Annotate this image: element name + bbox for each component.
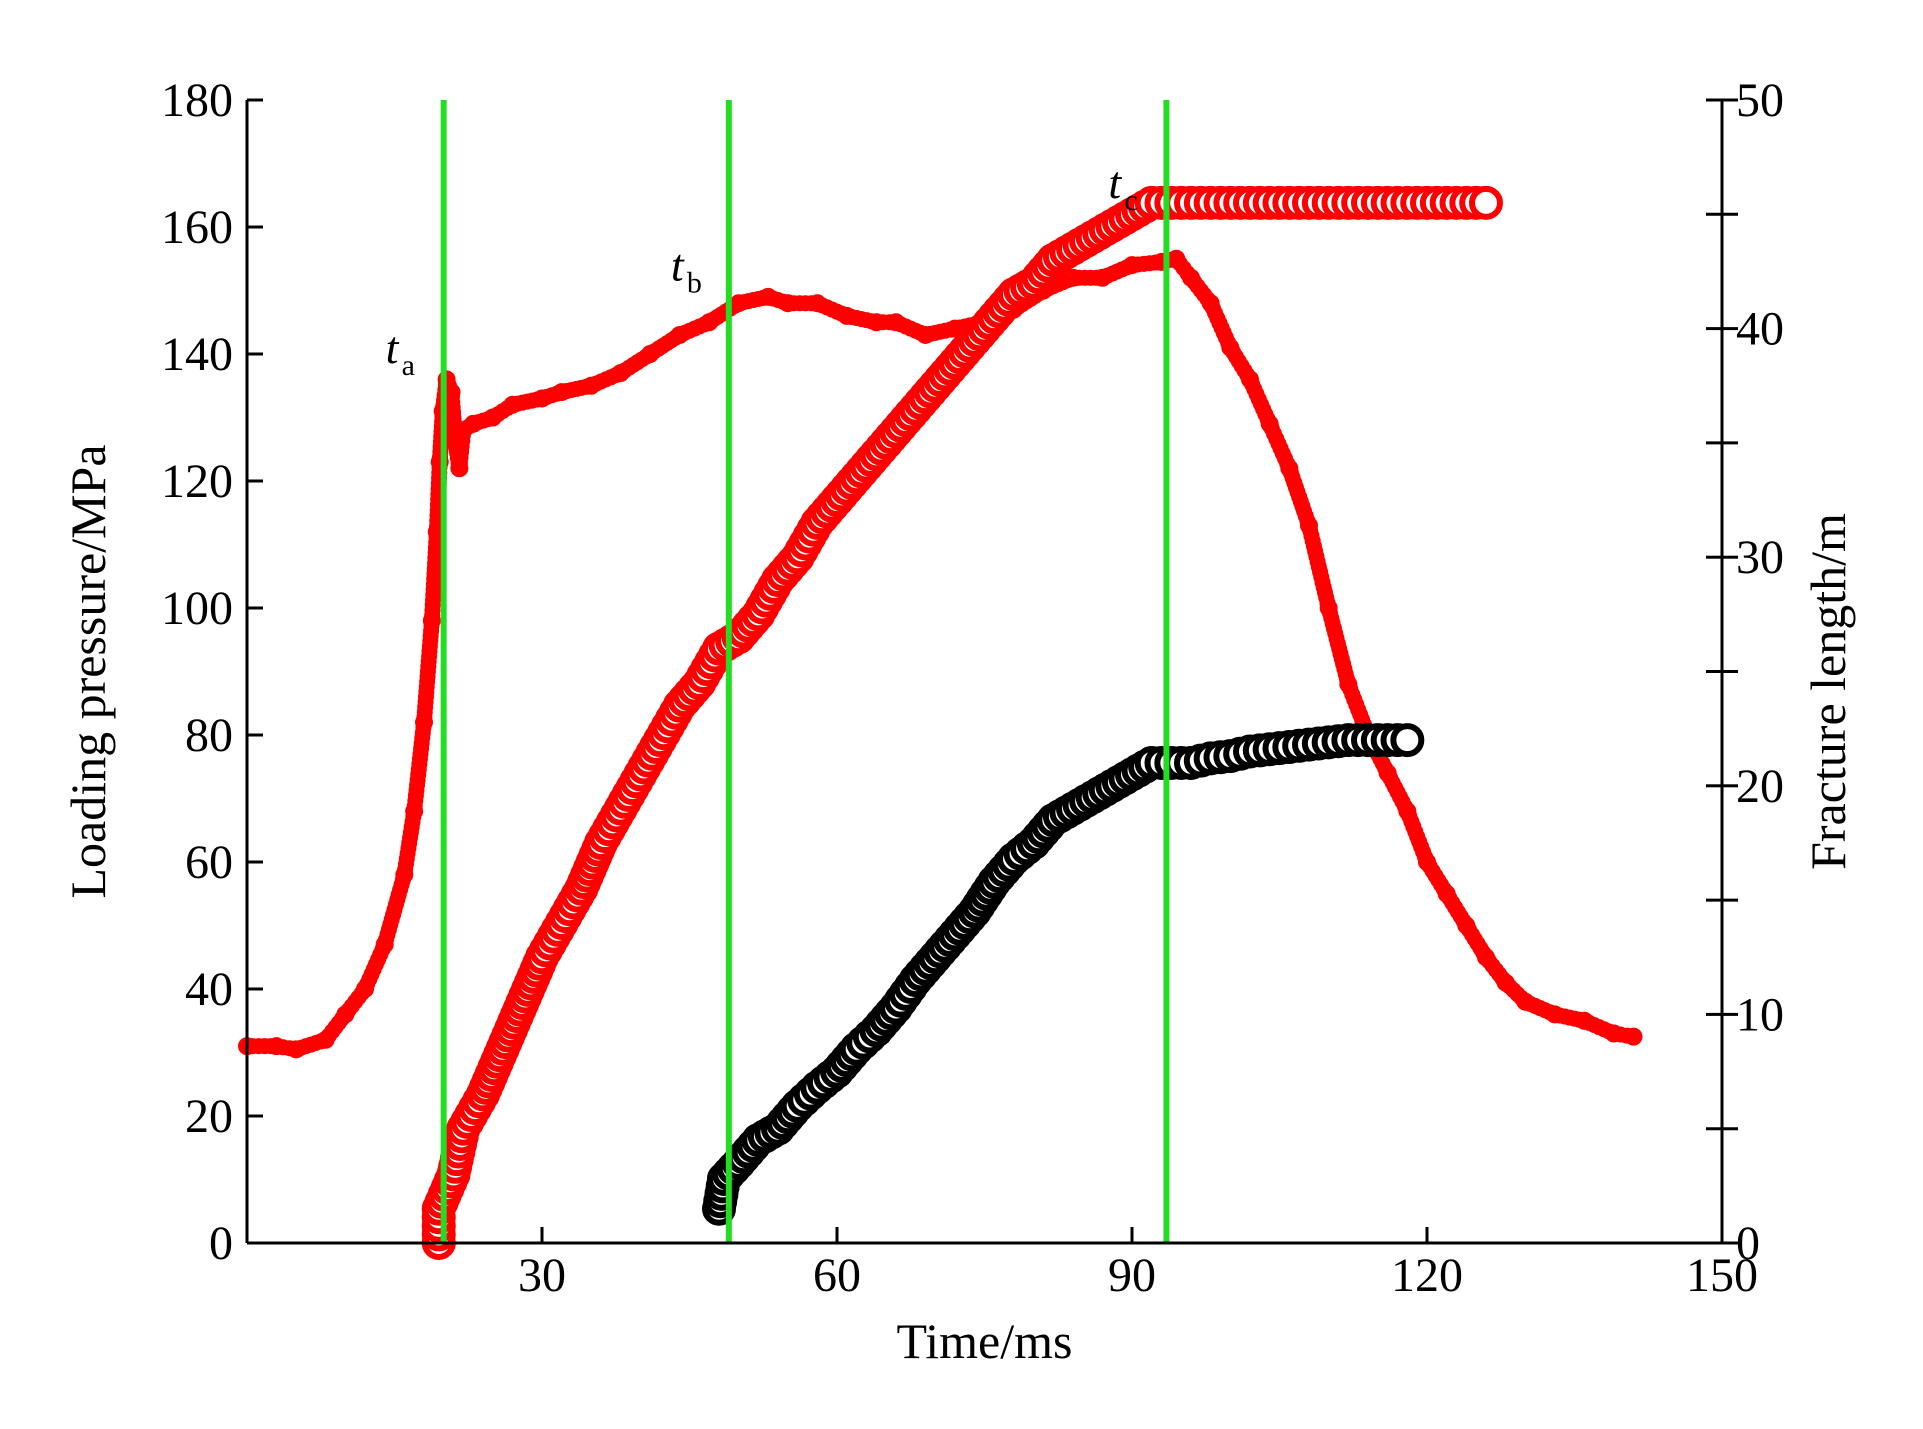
left-y-tick-label: 60 bbox=[185, 836, 233, 889]
x-tick-label: 90 bbox=[1108, 1249, 1156, 1302]
left-y-axis-title: Loading pressure/MPa bbox=[60, 444, 116, 898]
left-y-tick-label: 100 bbox=[161, 582, 233, 635]
x-tick-label: 150 bbox=[1686, 1249, 1758, 1302]
x-tick-label: 120 bbox=[1391, 1249, 1463, 1302]
marker-subscript-b: b bbox=[687, 267, 702, 300]
marker-label-tc: t bbox=[1108, 157, 1122, 208]
black-fracture-point bbox=[1390, 723, 1425, 758]
red-fracture-point bbox=[1469, 185, 1503, 220]
marker-label-tb: t bbox=[671, 240, 685, 291]
left-y-tick-label: 20 bbox=[185, 1090, 233, 1143]
ticks-layer: 30 60 90 120 1500204060801001201401601800102… bbox=[161, 74, 1784, 1302]
pressure-point bbox=[1624, 1027, 1643, 1046]
right-y-tick-label: 40 bbox=[1736, 303, 1784, 356]
marker-subscript-c: c bbox=[1124, 184, 1137, 217]
left-y-tick-label: 80 bbox=[185, 709, 233, 762]
left-y-tick-label: 120 bbox=[161, 455, 233, 508]
right-y-tick-label: 10 bbox=[1736, 988, 1784, 1041]
right-y-tick-label: 50 bbox=[1736, 74, 1784, 127]
left-y-tick-label: 140 bbox=[161, 328, 233, 381]
right-y-tick-label: 20 bbox=[1736, 760, 1784, 813]
series-1 bbox=[421, 185, 1503, 1260]
left-y-tick-label: 180 bbox=[161, 74, 233, 127]
marker-label-ta: t bbox=[386, 322, 400, 373]
right-y-axis-title: Fracture length/m bbox=[1800, 513, 1856, 870]
left-y-tick-label: 40 bbox=[185, 963, 233, 1016]
left-y-tick-label: 0 bbox=[209, 1217, 233, 1270]
x-tick-label: 30 bbox=[518, 1249, 566, 1302]
right-y-tick-label: 30 bbox=[1736, 531, 1784, 584]
left-y-tick-label: 160 bbox=[161, 201, 233, 254]
vertical-marker-layer: t at bt c bbox=[386, 100, 1170, 1243]
marker-subscript-a: a bbox=[402, 349, 415, 382]
x-tick-label: 60 bbox=[813, 1249, 861, 1302]
x-axis-title: Time/ms bbox=[896, 1313, 1072, 1369]
right-y-tick-label: 0 bbox=[1736, 1217, 1760, 1270]
